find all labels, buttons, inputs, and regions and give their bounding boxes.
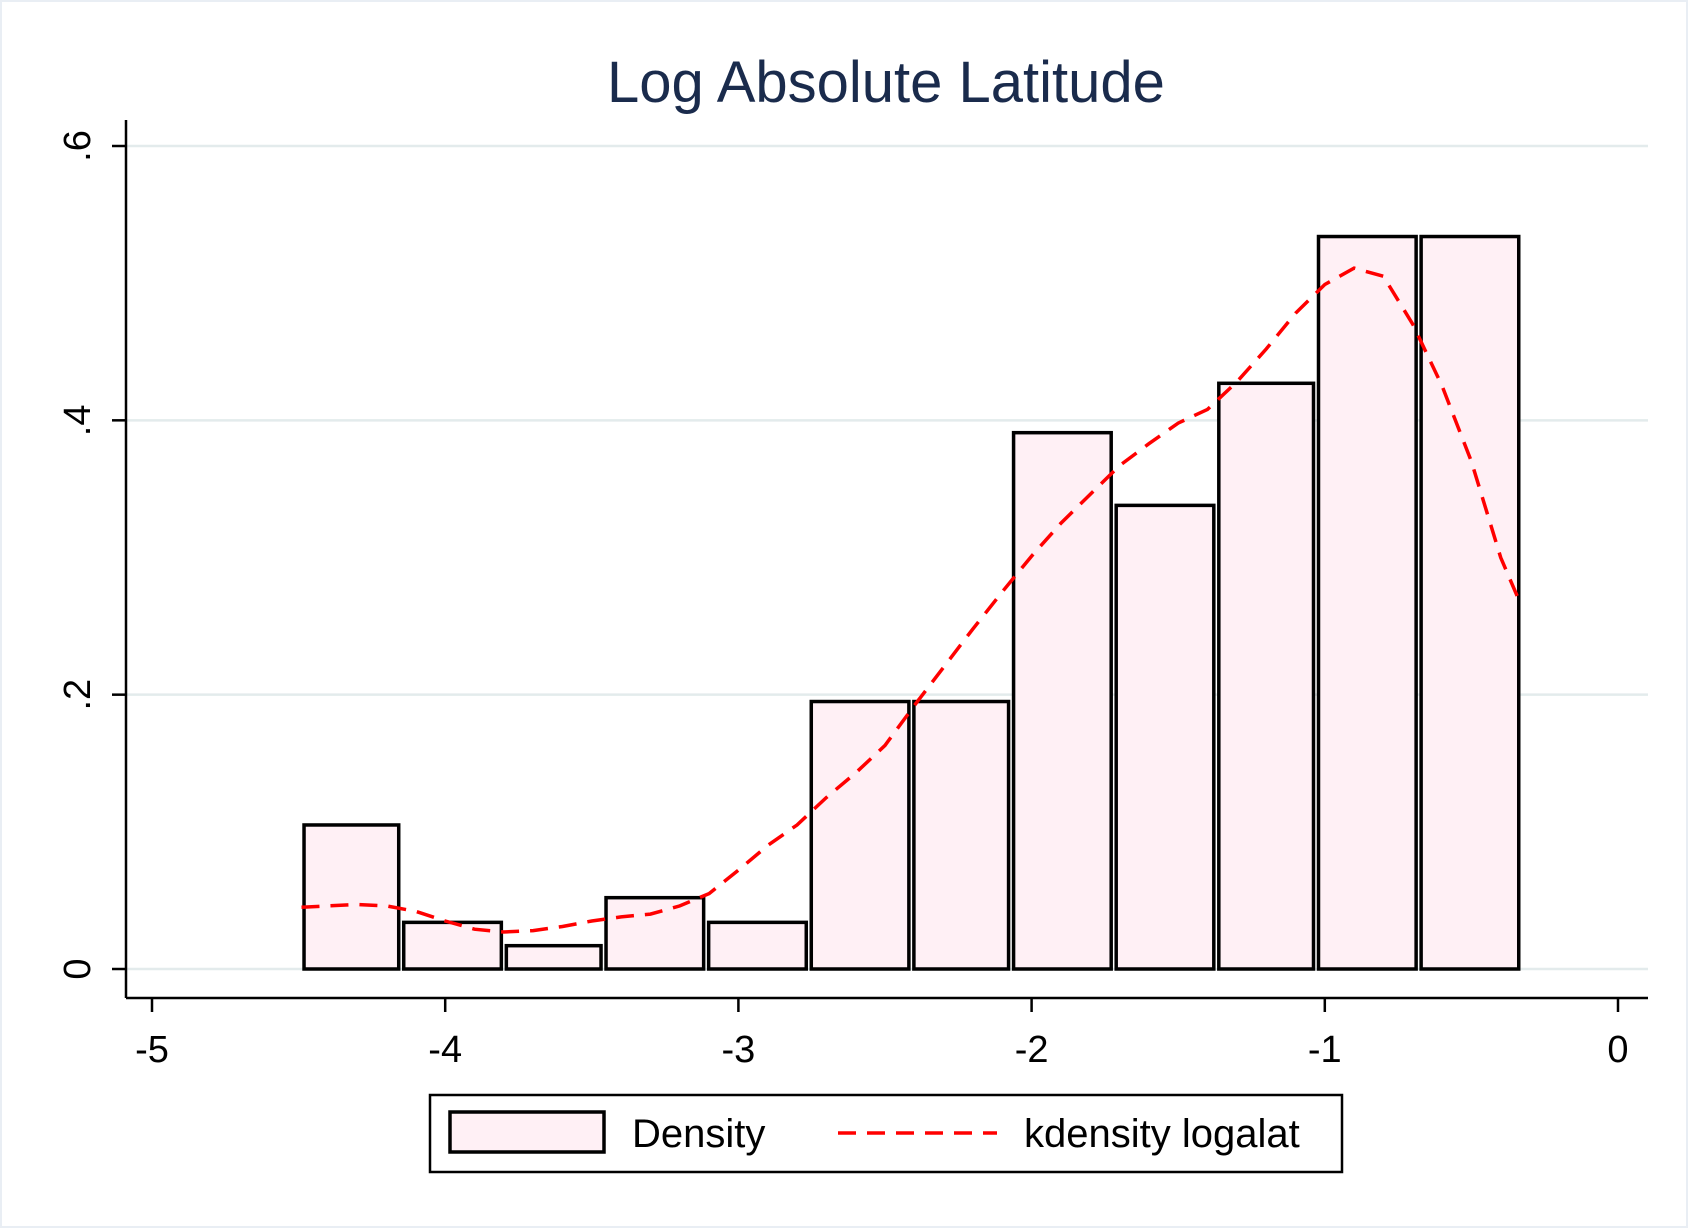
histogram-bar bbox=[1316, 234, 1418, 971]
histogram-bar bbox=[504, 943, 603, 971]
kdensity-line bbox=[301, 266, 1523, 934]
histogram-bar bbox=[912, 699, 1011, 971]
histogram-bar bbox=[706, 920, 809, 971]
legend-density-label: Density bbox=[632, 1112, 765, 1156]
x-tick-label: -3 bbox=[722, 1029, 756, 1071]
legend: Density kdensity logalat bbox=[428, 1093, 1344, 1174]
x-tick-label: -4 bbox=[428, 1029, 462, 1071]
histogram-bar bbox=[302, 823, 401, 971]
chart-title: Log Absolute Latitude bbox=[607, 50, 1165, 115]
y-tick-label: .4 bbox=[57, 404, 99, 436]
axes: 0 .2 .4 .6 -5 -4 -3 -2 -1 0 bbox=[57, 120, 1648, 1071]
legend-kdensity-label: kdensity logalat bbox=[1024, 1112, 1300, 1156]
x-tick-label: -5 bbox=[135, 1029, 169, 1071]
histogram-bar bbox=[809, 699, 911, 971]
y-tick-label: 0 bbox=[57, 958, 99, 979]
y-tick-label: .6 bbox=[57, 130, 99, 162]
histogram-bar bbox=[604, 895, 706, 971]
histogram-bars bbox=[302, 234, 1521, 971]
x-tick-label: -1 bbox=[1308, 1029, 1342, 1071]
histogram-bar bbox=[1217, 381, 1316, 971]
histogram-bar bbox=[1011, 430, 1113, 971]
histogram-bar bbox=[1114, 503, 1216, 971]
x-tick-label: -2 bbox=[1015, 1029, 1049, 1071]
x-tick-label: 0 bbox=[1607, 1029, 1628, 1071]
histogram-bar bbox=[1419, 234, 1521, 971]
legend-density-swatch bbox=[448, 1110, 606, 1154]
legend-box bbox=[428, 1093, 1344, 1174]
y-tick-label: .2 bbox=[57, 679, 99, 711]
